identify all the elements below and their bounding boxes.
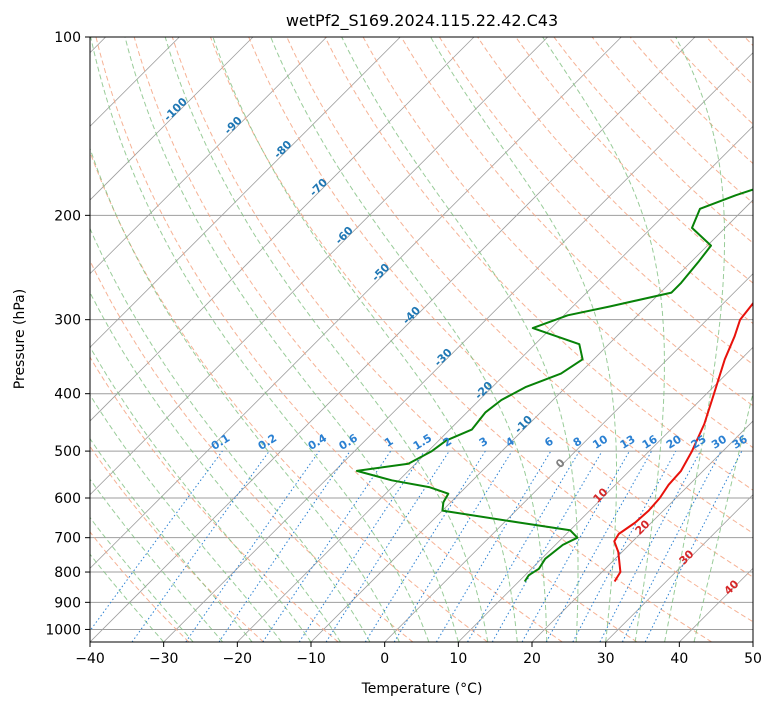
dry-adiabat (95, 37, 563, 642)
moist-adiabat (430, 37, 617, 642)
mixing-ratio-line (435, 450, 552, 642)
y-tick-label: 400 (54, 387, 81, 403)
y-tick-label: 100 (54, 30, 81, 46)
moist-adiabat (212, 37, 518, 642)
isotherm-line (90, 37, 475, 422)
isotherm-line (90, 37, 622, 569)
moist-adiabat (90, 437, 253, 642)
mixing-ratio-line (491, 450, 603, 642)
dewpoint-profile-line (355, 188, 753, 583)
moist-adiabat (341, 37, 579, 642)
x-tick-label: 0 (380, 651, 389, 667)
moist-adiabat (124, 37, 459, 642)
dry-adiabat (90, 150, 488, 642)
mixing-ratio-line (572, 450, 677, 642)
mixing-ratio-line (393, 450, 513, 642)
x-tick-label: −40 (75, 651, 105, 667)
moist-adiabat (664, 37, 726, 642)
dry-adiabat (438, 37, 753, 366)
tick-layer: −40 −30 −20 −10 0 10 20 30 40 50 100 200 300 400 500 60… (45, 30, 762, 667)
grid-layer (90, 37, 753, 642)
isotherm-line (384, 273, 753, 642)
moist-adiabat (693, 390, 753, 642)
isotherm-line (90, 37, 696, 642)
dry-adiabat (248, 37, 753, 578)
dry-adiabat (400, 37, 753, 407)
moist-adiabat (90, 291, 341, 642)
x-tick-label: −20 (223, 651, 253, 667)
mixing-ratio-line (364, 450, 486, 642)
y-tick-label: 700 (54, 531, 81, 547)
mixing-ratio-line (131, 450, 270, 642)
isotherm-line (752, 641, 753, 642)
moist-adiabat (542, 37, 665, 642)
dry-adiabat (477, 37, 753, 325)
mixing-ratio-line (467, 450, 580, 642)
x-tick-label: 50 (744, 651, 762, 667)
series-layer (355, 188, 753, 583)
x-axis-title: Temperature (°C) (361, 681, 483, 697)
y-axis-title: Pressure (hPa) (12, 289, 28, 389)
isotherm-line (90, 37, 401, 348)
dry-adiabat (210, 37, 753, 623)
y-tick-label: 300 (54, 313, 81, 329)
mixing-ratio-line (218, 450, 351, 642)
x-tick-label: 40 (670, 651, 688, 667)
isotherm-line (458, 346, 753, 642)
y-tick-label: 500 (54, 444, 81, 460)
y-tick-label: 600 (54, 491, 81, 507)
dry-adiabat (324, 37, 753, 491)
moist-adiabat (164, 37, 489, 642)
isotherm-line (163, 52, 753, 642)
dry-adiabat (133, 37, 638, 642)
x-tick-label: 30 (597, 651, 615, 667)
isotherm-line (237, 125, 753, 642)
plot-frame (89, 36, 754, 643)
mixing-ratio-line (521, 450, 630, 642)
isotherm-line (90, 37, 327, 275)
chart-title: wetPf2_S169.2024.115.22.42.C43 (286, 11, 558, 31)
y-tick-label: 1000 (45, 622, 81, 638)
plot-background (90, 37, 753, 642)
x-tick-label: −30 (149, 651, 179, 667)
dry-adiabat (591, 37, 753, 204)
isotherm-line (605, 494, 753, 642)
dry-adiabat (90, 259, 414, 642)
x-tick-label: 20 (523, 651, 541, 667)
isotherm-line (531, 420, 753, 642)
temperature-profile-line (613, 301, 753, 583)
mixing-ratio-line (325, 450, 450, 642)
moist-adiabat (90, 147, 400, 642)
dry-adiabat (286, 37, 753, 534)
moist-adiabat (90, 345, 312, 642)
mixing-ratio-line (185, 450, 320, 642)
dry-adiabat (362, 37, 753, 449)
y-tick-label: 900 (54, 595, 81, 611)
moist-adiabat (90, 394, 282, 642)
dry-adiabat (90, 531, 190, 642)
isotherm-line (90, 37, 254, 201)
dry-adiabat (553, 37, 753, 244)
mixing-ratio-line (90, 450, 223, 632)
y-tick-label: 800 (54, 565, 81, 581)
moist-adiabat (90, 478, 223, 642)
mixing-ratio-line (545, 450, 653, 642)
moist-adiabat (90, 37, 430, 642)
isotherm-line (90, 37, 548, 496)
x-tick-label: 10 (449, 651, 467, 667)
x-tick-label: −10 (296, 651, 326, 667)
dry-adiabat (171, 37, 712, 642)
y-tick-label: 200 (54, 208, 81, 224)
moist-adiabat (90, 227, 371, 642)
